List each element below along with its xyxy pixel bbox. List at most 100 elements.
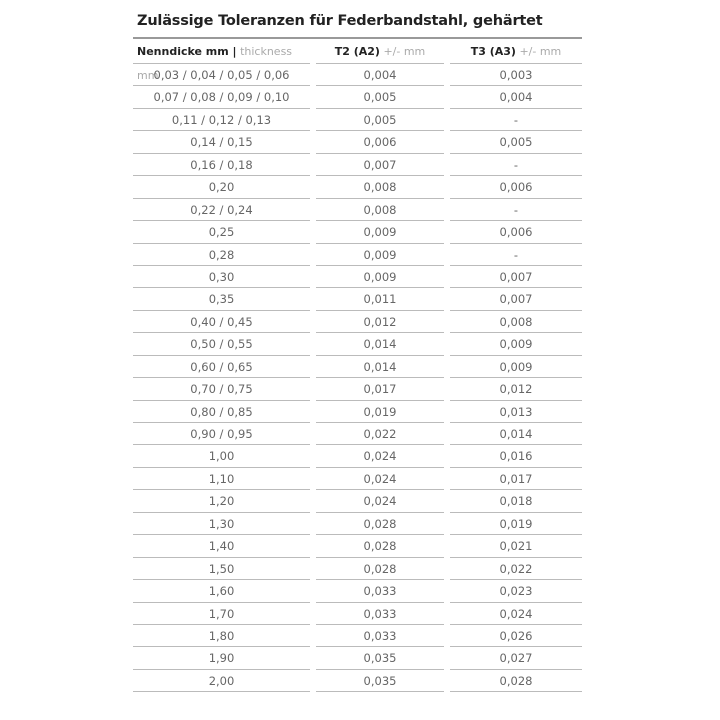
header-sublabel: thickness mm (137, 45, 293, 82)
cell-t3: 0,006 (450, 176, 582, 199)
table-row: 0,07 / 0,08 / 0,09 / 0,10 0,005 0,004 (133, 86, 582, 109)
cell-t3: 0,022 (450, 558, 582, 581)
cell-t3: - (450, 199, 582, 222)
cell-t3: - (450, 244, 582, 266)
cell-thickness: 0,20 (133, 176, 310, 199)
cell-thickness: 1,90 (133, 647, 310, 670)
cell-t3: 0,018 (450, 490, 582, 513)
header-sublabel: +/- mm (519, 45, 562, 58)
cell-thickness: 1,00 (133, 445, 310, 468)
cell-thickness: 1,80 (133, 625, 310, 648)
header-label: Nenndicke mm | (137, 45, 237, 58)
cell-t2: 0,009 (316, 244, 444, 266)
cell-thickness: 0,07 / 0,08 / 0,09 / 0,10 (133, 86, 310, 109)
cell-thickness: 0,70 / 0,75 (133, 378, 310, 401)
cell-t2: 0,009 (316, 266, 444, 289)
cell-t3: 0,014 (450, 423, 582, 446)
table-row: 0,20 0,008 0,006 (133, 176, 582, 199)
table-row: 0,40 / 0,45 0,012 0,008 (133, 311, 582, 334)
cell-thickness: 1,20 (133, 490, 310, 513)
table-row: 0,50 / 0,55 0,014 0,009 (133, 333, 582, 356)
cell-thickness: 0,14 / 0,15 (133, 131, 310, 154)
table-row: 0,16 / 0,18 0,007- (133, 154, 582, 177)
cell-t2: 0,014 (316, 333, 444, 356)
cell-t3: 0,009 (450, 356, 582, 379)
cell-thickness: 0,60 / 0,65 (133, 356, 310, 379)
table-row: 1,90 0,035 0,027 (133, 647, 582, 670)
cell-t2: 0,009 (316, 221, 444, 244)
table-row: 0,35 0,011 0,007 (133, 288, 582, 311)
cell-t3: 0,005 (450, 131, 582, 154)
table-row: 2,00 0,035 0,028 (133, 670, 582, 693)
header-t3: T3 (A3) +/- mm (450, 40, 582, 64)
header-label: T2 (A2) (334, 45, 380, 58)
table-row: 1,50 0,028 0,022 (133, 558, 582, 581)
cell-thickness: 0,11 / 0,12 / 0,13 (133, 109, 310, 132)
cell-thickness: 1,60 (133, 580, 310, 603)
cell-thickness: 0,25 (133, 221, 310, 244)
cell-t3: - (450, 154, 582, 177)
cell-t2: 0,006 (316, 131, 444, 154)
cell-t2: 0,033 (316, 625, 444, 648)
cell-t2: 0,024 (316, 490, 444, 513)
cell-t2: 0,035 (316, 647, 444, 670)
cell-thickness: 2,00 (133, 670, 310, 693)
table-row: 0,03 / 0,04 / 0,05 / 0,06 0,004 0,003 (133, 64, 582, 87)
table-row: 0,22 / 0,24 0,008- (133, 199, 582, 222)
table-row: 0,60 / 0,65 0,014 0,009 (133, 356, 582, 379)
header-label: T3 (A3) (470, 45, 516, 58)
cell-t3: 0,009 (450, 333, 582, 356)
cell-t3: 0,024 (450, 603, 582, 625)
table-row: 0,80 / 0,85 0,019 0,013 (133, 401, 582, 423)
table-row: 0,28 0,009- (133, 244, 582, 266)
cell-t2: 0,011 (316, 288, 444, 311)
cell-t2: 0,028 (316, 535, 444, 558)
cell-t2: 0,028 (316, 558, 444, 581)
cell-t2: 0,014 (316, 356, 444, 379)
cell-t2: 0,007 (316, 154, 444, 177)
cell-thickness: 0,80 / 0,85 (133, 401, 310, 423)
cell-thickness: 1,70 (133, 603, 310, 625)
table-row: 1,00 0,024 0,016 (133, 445, 582, 468)
table-row: 0,90 / 0,95 0,022 0,014 (133, 423, 582, 446)
cell-thickness: 0,90 / 0,95 (133, 423, 310, 446)
cell-t2: 0,008 (316, 199, 444, 222)
cell-t2: 0,019 (316, 401, 444, 423)
cell-t3: 0,027 (450, 647, 582, 670)
tolerance-table: Nenndicke mm | thickness mm T2 (A2) +/- … (133, 40, 582, 693)
cell-t2: 0,005 (316, 109, 444, 132)
cell-thickness: 0,50 / 0,55 (133, 333, 310, 356)
cell-thickness: 0,28 (133, 244, 310, 266)
cell-t2: 0,012 (316, 311, 444, 334)
cell-t2: 0,022 (316, 423, 444, 446)
cell-t3: 0,012 (450, 378, 582, 401)
cell-thickness: 1,50 (133, 558, 310, 581)
cell-t3: 0,017 (450, 468, 582, 491)
cell-thickness: 0,16 / 0,18 (133, 154, 310, 177)
title-divider (133, 37, 582, 39)
cell-t3: 0,023 (450, 580, 582, 603)
table-title: Zulässige Toleranzen für Federbandstahl,… (137, 13, 543, 29)
table-row: 1,40 0,028 0,021 (133, 535, 582, 558)
cell-t2: 0,004 (316, 64, 444, 87)
cell-t3: 0,007 (450, 266, 582, 289)
cell-t2: 0,005 (316, 86, 444, 109)
cell-t2: 0,033 (316, 580, 444, 603)
cell-thickness: 0,22 / 0,24 (133, 199, 310, 222)
cell-t3: - (450, 109, 582, 132)
table-row: 0,11 / 0,12 / 0,13 0,005- (133, 109, 582, 132)
cell-t3: 0,019 (450, 513, 582, 536)
cell-t2: 0,017 (316, 378, 444, 401)
cell-thickness: 0,35 (133, 288, 310, 311)
cell-t2: 0,028 (316, 513, 444, 536)
cell-t2: 0,033 (316, 603, 444, 625)
cell-thickness: 0,40 / 0,45 (133, 311, 310, 334)
cell-t3: 0,016 (450, 445, 582, 468)
table-row: 1,60 0,033 0,023 (133, 580, 582, 603)
header-thickness: Nenndicke mm | thickness mm (133, 40, 310, 82)
cell-thickness: 0,03 / 0,04 / 0,05 / 0,06 (133, 64, 310, 87)
table-row: 1,30 0,028 0,019 (133, 513, 582, 536)
cell-t3: 0,008 (450, 311, 582, 334)
table-row: 0,14 / 0,15 0,006 0,005 (133, 131, 582, 154)
cell-t2: 0,035 (316, 670, 444, 693)
